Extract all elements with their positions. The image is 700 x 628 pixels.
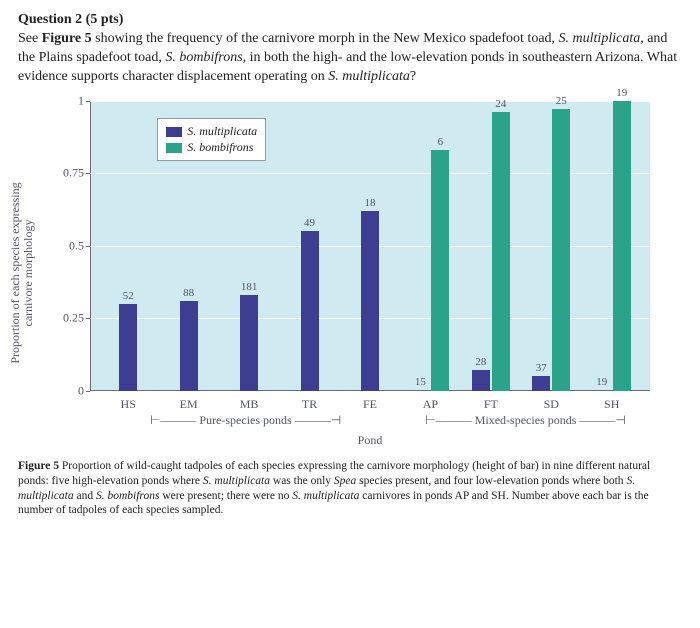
cap-t2: was the only: [270, 475, 334, 487]
x-axis-label: Pond: [90, 433, 650, 448]
plot-area: 00.250.50.751 52881814918156282437251919…: [90, 101, 650, 391]
bar-n-label: 25: [556, 95, 567, 109]
qt-sp1: S. multiplicata: [559, 31, 641, 46]
qt-sp2: S. bombifrons: [165, 50, 242, 65]
question-text: See Figure 5 showing the frequency of th…: [18, 30, 682, 87]
legend-item: S. bombifrons: [166, 140, 257, 155]
y-tick-label: 1: [78, 93, 90, 108]
legend-swatch: [166, 127, 182, 137]
chart: Proportion of each species expressing ca…: [36, 93, 676, 453]
bar-bombifrons: 6: [431, 150, 449, 391]
bar-n-label: 37: [536, 362, 547, 376]
bar-bombifrons: 24: [492, 112, 510, 390]
figure-caption: Figure 5 Proportion of wild-caught tadpo…: [18, 459, 682, 519]
legend: S. multiplicataS. bombifrons: [157, 118, 266, 161]
legend-label: S. bombifrons: [187, 140, 253, 155]
ylabel-line1: Proportion of each species expressing: [8, 182, 22, 363]
bar-n-label: 88: [183, 287, 194, 301]
pond-group: 156: [400, 101, 460, 391]
x-tick-label: TR: [279, 393, 339, 412]
x-tick-label: FT: [461, 393, 521, 412]
bar-multiplicata: 88: [180, 301, 198, 391]
bar-multiplicata: 37: [532, 376, 550, 391]
bar-n-label: 6: [438, 136, 444, 150]
x-tick-label: HS: [98, 393, 158, 412]
cap-sp1: S. multiplicata: [203, 475, 270, 487]
qt-figref: Figure 5: [42, 31, 92, 46]
x-tick-label: AP: [400, 393, 460, 412]
pond-group: 18: [340, 101, 400, 391]
qt-4: ?: [410, 69, 416, 84]
bar-multiplicata: 28: [472, 370, 490, 390]
qt-sp3: S. multiplicata: [328, 69, 410, 84]
x-ticks: HSEMMBTRFEAPFTSDSH: [90, 393, 650, 412]
bar-n-label: 18: [364, 197, 375, 211]
y-axis-label: Proportion of each species expressing ca…: [9, 182, 35, 363]
cap-genus: Spea: [334, 475, 356, 487]
bar-multiplicata: 19: [593, 390, 611, 391]
pond-group: 2824: [461, 101, 521, 391]
y-tick-label: 0.25: [63, 311, 90, 326]
x-tick-label: FE: [340, 393, 400, 412]
cap-t4: and: [74, 490, 96, 502]
bar-n-label: 15: [415, 376, 426, 390]
pond-group: 49: [279, 101, 339, 391]
group-label-mixed: ⊢——— Mixed-species ponds ———⊣: [401, 413, 650, 428]
qt-pre: See: [18, 31, 42, 46]
bar-n-label: 49: [304, 217, 315, 231]
y-tick-label: 0.75: [63, 166, 90, 181]
cap-sp4: S. multiplicata: [292, 490, 359, 502]
cap-t5: were present; there were no: [159, 490, 292, 502]
legend-item: S. multiplicata: [166, 124, 257, 139]
bar-multiplicata: 52: [119, 304, 137, 391]
bar-n-label: 181: [241, 281, 258, 295]
cap-t3: species present, and four low-elevation …: [356, 475, 626, 487]
x-tick-label: SD: [521, 393, 581, 412]
bar-multiplicata: 15: [411, 390, 429, 391]
cap-lead: Figure 5: [18, 460, 59, 472]
question-header: Question 2 (5 pts): [18, 12, 682, 28]
bar-bombifrons: 25: [552, 109, 570, 390]
legend-label: S. multiplicata: [187, 124, 257, 139]
x-tick-label: MB: [219, 393, 279, 412]
bar-n-label: 19: [596, 376, 607, 390]
bar-n-label: 19: [616, 87, 627, 101]
y-tick-label: 0.5: [69, 238, 90, 253]
pond-group: 3725: [521, 101, 581, 391]
group-label-pure: ⊢——— Pure-species ponds ———⊣: [90, 413, 401, 428]
bar-bombifrons: 19: [613, 101, 631, 391]
bar-n-label: 52: [123, 290, 134, 304]
ylabel-line2: carnivore morphology: [21, 219, 35, 326]
group-labels: ⊢——— Pure-species ponds ———⊣⊢——— Mixed-s…: [90, 413, 650, 428]
bar-n-label: 28: [475, 356, 486, 370]
y-tick-label: 0: [78, 383, 90, 398]
bar-multiplicata: 49: [301, 231, 319, 391]
qt-1: showing the frequency of the carnivore m…: [92, 31, 559, 46]
x-tick-label: EM: [158, 393, 218, 412]
bar-n-label: 24: [495, 98, 506, 112]
bar-multiplicata: 181: [240, 295, 258, 391]
legend-swatch: [166, 143, 182, 153]
x-tick-label: SH: [582, 393, 642, 412]
bar-multiplicata: 18: [361, 211, 379, 391]
cap-sp3: S. bombifrons: [96, 490, 159, 502]
pond-group: 1919: [582, 101, 642, 391]
pond-group: 52: [98, 101, 158, 391]
